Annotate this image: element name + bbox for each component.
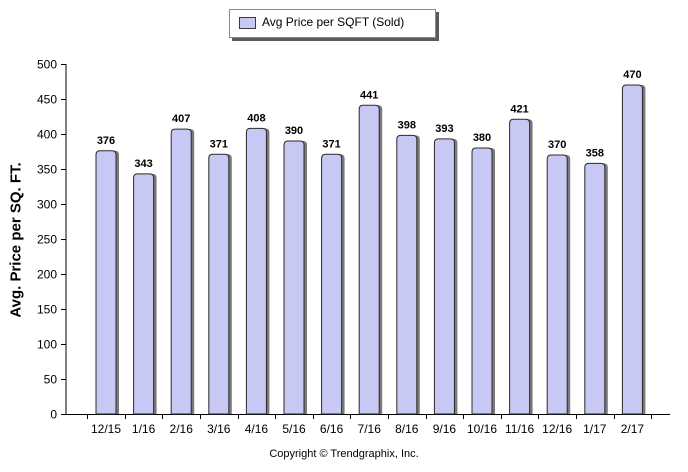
bar-value-label: 407 bbox=[172, 113, 190, 125]
bar-value-label: 343 bbox=[134, 158, 152, 170]
x-tick-label: 2/17 bbox=[621, 422, 645, 436]
y-tick-label: 150 bbox=[37, 303, 57, 317]
bar bbox=[321, 153, 343, 415]
y-tick-label: 0 bbox=[50, 408, 57, 422]
bar bbox=[546, 154, 568, 415]
x-tick-label: 12/16 bbox=[542, 422, 572, 436]
x-tick-label: 11/16 bbox=[505, 422, 534, 436]
legend-swatch bbox=[239, 17, 256, 29]
x-tick-label: 8/16 bbox=[395, 422, 419, 436]
x-tick-label: 1/17 bbox=[583, 422, 607, 436]
copyright-text: Copyright © Trendgraphix, Inc. bbox=[269, 448, 419, 460]
bar bbox=[584, 162, 606, 415]
y-tick-label: 50 bbox=[44, 373, 58, 387]
bar-value-label: 371 bbox=[322, 138, 340, 150]
y-tick-label: 500 bbox=[37, 58, 57, 72]
x-tick-label: 7/16 bbox=[358, 422, 382, 436]
bar bbox=[358, 104, 380, 415]
bar-value-label: 421 bbox=[510, 103, 528, 115]
x-tick-label: 12/15 bbox=[91, 422, 121, 436]
bar bbox=[133, 173, 155, 415]
bar-value-label: 371 bbox=[210, 138, 228, 150]
bar bbox=[245, 127, 267, 415]
bar bbox=[95, 150, 117, 415]
x-tick-label: 1/16 bbox=[132, 422, 156, 436]
y-tick-label: 400 bbox=[37, 128, 57, 142]
bar bbox=[471, 147, 493, 415]
bar-value-label: 398 bbox=[398, 119, 416, 131]
bar-value-label: 370 bbox=[548, 139, 566, 151]
bar bbox=[283, 140, 305, 415]
bar-value-label: 470 bbox=[623, 69, 641, 81]
bar-value-label: 393 bbox=[435, 123, 453, 135]
x-tick-label: 4/16 bbox=[245, 422, 269, 436]
bar bbox=[208, 153, 230, 415]
x-tick-label: 6/16 bbox=[320, 422, 344, 436]
y-tick-label: 350 bbox=[37, 163, 57, 177]
y-tick-label: 250 bbox=[37, 233, 57, 247]
x-tick-label: 9/16 bbox=[433, 422, 457, 436]
x-tick-label: 10/16 bbox=[467, 422, 497, 436]
bar bbox=[509, 118, 531, 415]
bar bbox=[621, 84, 643, 415]
bar-value-label: 408 bbox=[247, 112, 265, 124]
bar bbox=[396, 134, 418, 415]
bar bbox=[433, 138, 455, 415]
x-tick-label: 5/16 bbox=[282, 422, 306, 436]
x-tick-label: 2/16 bbox=[170, 422, 194, 436]
bar-value-label: 390 bbox=[285, 125, 303, 137]
chart-legend: Avg Price per SQFT (Sold) bbox=[229, 9, 436, 38]
y-tick-label: 300 bbox=[37, 198, 57, 212]
x-tick-label: 3/16 bbox=[207, 422, 231, 436]
y-tick-label: 450 bbox=[37, 93, 57, 107]
bar-value-label: 380 bbox=[473, 132, 491, 144]
legend-label: Avg Price per SQFT (Sold) bbox=[262, 15, 405, 29]
y-tick-label: 200 bbox=[37, 268, 57, 282]
bar-value-label: 358 bbox=[586, 147, 604, 159]
bar bbox=[170, 128, 192, 415]
bar-value-label: 376 bbox=[97, 135, 115, 147]
bar-value-label: 441 bbox=[360, 89, 378, 101]
y-tick-label: 100 bbox=[37, 338, 57, 352]
